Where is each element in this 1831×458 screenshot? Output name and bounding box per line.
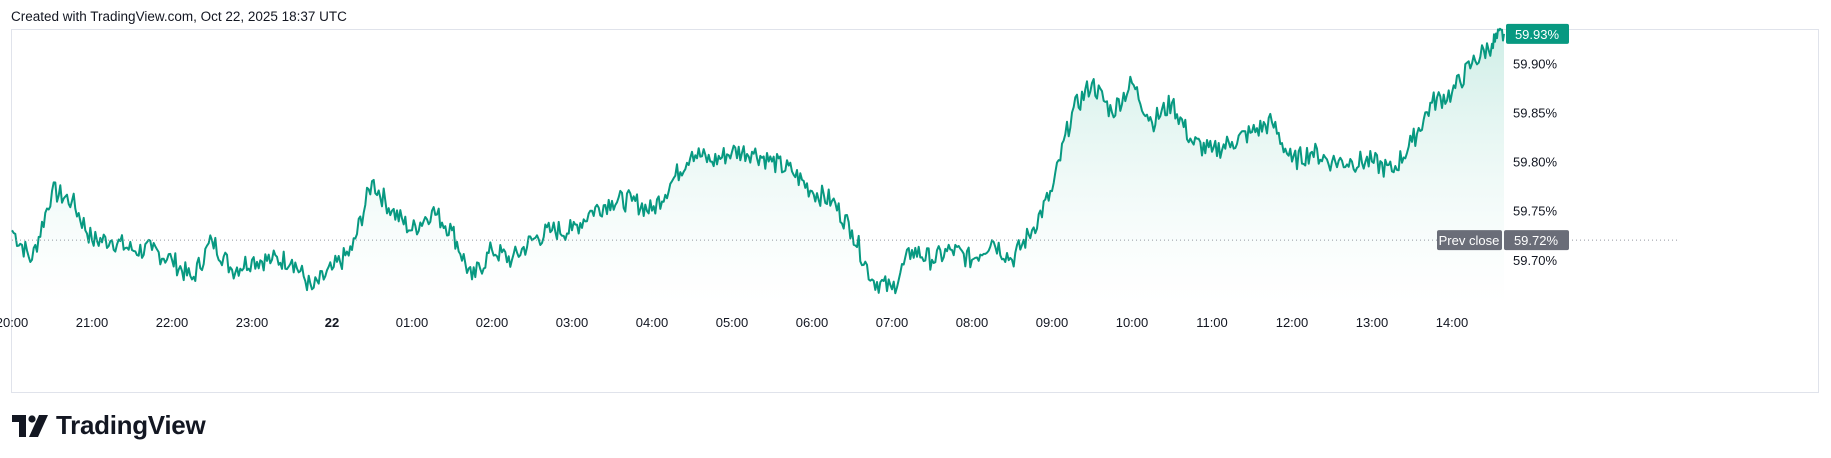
- x-tick-label: 21:00: [76, 315, 109, 330]
- x-tick-label: 12:00: [1276, 315, 1309, 330]
- x-tick-label: 22:00: [156, 315, 189, 330]
- series-area: [12, 28, 1504, 305]
- last-price-label: 59.93%: [1515, 27, 1560, 42]
- badges: 59.93% Prev close 59.72%: [1437, 23, 1569, 251]
- prev-close-tag-label: Prev close: [1439, 233, 1500, 248]
- x-tick-label: 13:00: [1356, 315, 1389, 330]
- y-tick-label: 59.75%: [1513, 204, 1558, 219]
- last-price-badge: [1506, 23, 1569, 44]
- x-tick-label: 11:00: [1196, 315, 1228, 330]
- x-tick-label: 22: [325, 315, 339, 330]
- x-tick-label: 05:00: [716, 315, 749, 330]
- y-tick-label: 59.70%: [1513, 253, 1558, 268]
- y-tick-label: 59.90%: [1513, 56, 1558, 71]
- tradingview-brand[interactable]: TradingView: [12, 410, 206, 441]
- y-tick-label: 59.85%: [1513, 105, 1558, 120]
- x-tick-label: 04:00: [636, 315, 669, 330]
- series-line: [11, 27, 1505, 295]
- x-tick-label: 07:00: [876, 315, 909, 330]
- prev-close-tag: [1437, 230, 1502, 251]
- x-tick-label: 01:00: [396, 315, 429, 330]
- y-axis: 59.90% 59.85% 59.80% 59.75% 59.70%: [1513, 56, 1558, 267]
- brand-name: TradingView: [56, 410, 206, 440]
- x-tick-label: 23:00: [236, 315, 269, 330]
- x-tick-label: 06:00: [796, 315, 829, 330]
- area-layer: [12, 28, 1504, 305]
- line-layer: [11, 27, 1680, 295]
- tradingview-logo-icon: [12, 414, 48, 437]
- x-tick-label: 02:00: [476, 315, 509, 330]
- y-tick-label: 59.80%: [1513, 155, 1558, 170]
- x-tick-label: 08:00: [956, 315, 989, 330]
- x-tick-label: 09:00: [1036, 315, 1069, 330]
- x-tick-label: 20:00: [0, 315, 28, 330]
- x-axis: 20:00 21:00 22:00 23:00 22 01:00 02:00 03:00 04:…: [0, 315, 1468, 330]
- x-tick-label: 10:00: [1116, 315, 1149, 330]
- price-chart[interactable]: 20:00 21:00 22:00 23:00 22 01:00 02:00 03:00 04:…: [0, 0, 1831, 400]
- x-tick-label: 03:00: [556, 315, 589, 330]
- chart-frame: [11, 29, 1819, 393]
- prev-close-value-label: 59.72%: [1514, 233, 1559, 248]
- chart-attribution-header: Created with TradingView.com, Oct 22, 20…: [11, 9, 347, 24]
- prev-close-badge: [1504, 230, 1569, 251]
- x-tick-label: 14:00: [1436, 315, 1469, 330]
